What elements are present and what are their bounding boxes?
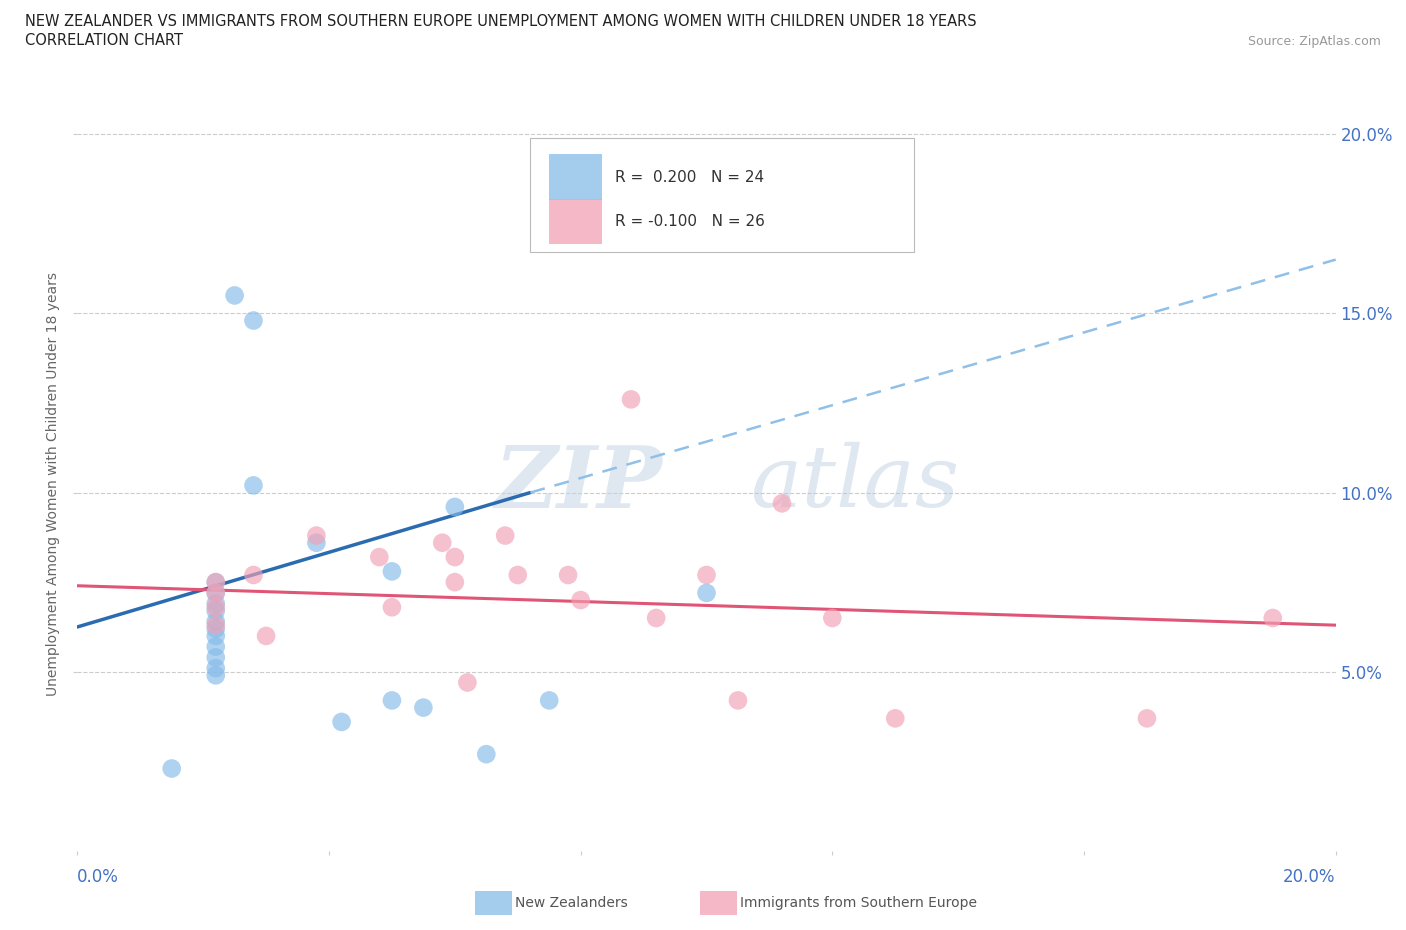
Point (444, 575, 467, 590)
Point (432, 536, 454, 551)
Point (305, 528, 328, 543)
Text: Source: ZipAtlas.com: Source: ZipAtlas.com (1247, 34, 1381, 47)
Point (569, 592, 592, 607)
Point (770, 496, 793, 511)
Point (204, 586, 226, 601)
Point (204, 639, 226, 654)
Point (494, 528, 516, 543)
Text: NEW ZEALANDER VS IMMIGRANTS FROM SOUTHERN EUROPE UNEMPLOYMENT AMONG WOMEN WITH C: NEW ZEALANDER VS IMMIGRANTS FROM SOUTHER… (25, 14, 977, 29)
Text: R =  0.200   N = 24: R = 0.200 N = 24 (614, 170, 763, 185)
Point (381, 600, 404, 615)
Point (645, 611, 668, 626)
Point (204, 596, 226, 611)
Text: Immigrants from Southern Europe: Immigrants from Southern Europe (740, 896, 977, 910)
Point (204, 575, 226, 590)
Point (204, 575, 226, 590)
Text: CORRELATION CHART: CORRELATION CHART (25, 33, 183, 47)
Point (204, 629, 226, 644)
Point (412, 700, 434, 715)
Point (821, 611, 844, 626)
Point (305, 536, 328, 551)
Point (330, 714, 353, 729)
Point (204, 650, 226, 665)
Point (204, 586, 226, 601)
Text: 0.0%: 0.0% (77, 868, 120, 885)
Point (620, 392, 643, 406)
Point (242, 478, 264, 493)
Point (727, 693, 749, 708)
FancyBboxPatch shape (530, 139, 914, 252)
Point (456, 675, 478, 690)
Point (204, 668, 226, 683)
Point (696, 586, 718, 601)
FancyBboxPatch shape (550, 198, 602, 244)
Point (444, 499, 467, 514)
Point (884, 711, 907, 725)
FancyBboxPatch shape (550, 154, 602, 200)
Point (204, 618, 226, 632)
Point (368, 550, 391, 565)
Point (224, 288, 246, 303)
Point (254, 629, 277, 644)
Point (204, 621, 226, 636)
Point (506, 567, 529, 582)
Point (1136, 711, 1159, 725)
Text: New Zealanders: New Zealanders (515, 896, 627, 910)
Text: atlas: atlas (751, 443, 960, 525)
Text: 20.0%: 20.0% (1284, 868, 1336, 885)
Text: ZIP: ZIP (495, 442, 662, 525)
Point (204, 660, 226, 675)
Point (204, 600, 226, 615)
Point (444, 550, 467, 565)
Point (696, 567, 718, 582)
Point (204, 614, 226, 629)
Point (381, 564, 404, 578)
Point (475, 747, 498, 762)
Point (557, 567, 579, 582)
Point (204, 604, 226, 618)
Text: R = -0.100   N = 26: R = -0.100 N = 26 (614, 214, 765, 229)
Point (160, 761, 183, 776)
Point (1261, 611, 1284, 626)
Point (242, 567, 264, 582)
Point (242, 313, 264, 328)
Point (538, 693, 561, 708)
Y-axis label: Unemployment Among Women with Children Under 18 years: Unemployment Among Women with Children U… (46, 272, 60, 696)
Point (381, 693, 404, 708)
